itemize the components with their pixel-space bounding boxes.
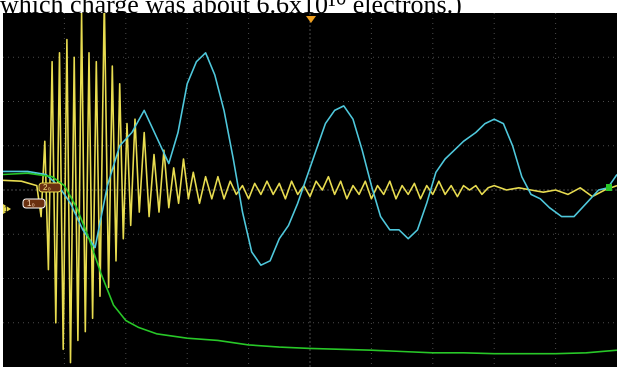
ch1-marker-label: 1: [4, 205, 9, 214]
trigger-marker: [306, 16, 316, 23]
ch3-marker-icon: [606, 184, 612, 191]
channel-badge-1: 1₀: [22, 198, 46, 209]
trace-2: [3, 51, 617, 266]
badge-ch1-label: 1₀: [27, 199, 35, 208]
badge-ch2-label: 2₀: [43, 183, 51, 192]
oscilloscope-plot: 1 2₀ 1₀: [3, 13, 617, 367]
right-edge-marker: [606, 184, 612, 191]
ch1-arrow-icon: [3, 204, 11, 214]
ch1-ground-marker: 1: [3, 204, 11, 214]
oscilloscope-screen: 1 2₀ 1₀: [3, 13, 617, 367]
trace-3: [3, 172, 617, 355]
channel-badge-2: 2₀: [38, 182, 62, 193]
traces: [3, 13, 617, 364]
trigger-marker-icon: [306, 16, 316, 23]
trace-1: [3, 13, 617, 364]
